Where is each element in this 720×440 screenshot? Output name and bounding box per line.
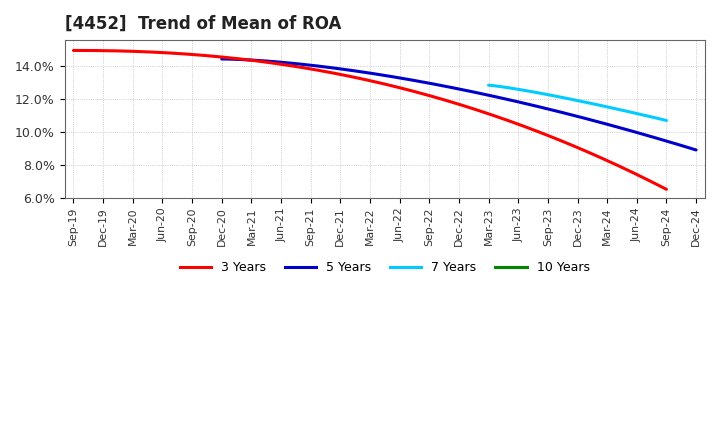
Text: [4452]  Trend of Mean of ROA: [4452] Trend of Mean of ROA xyxy=(65,15,341,33)
Legend: 3 Years, 5 Years, 7 Years, 10 Years: 3 Years, 5 Years, 7 Years, 10 Years xyxy=(175,257,595,279)
